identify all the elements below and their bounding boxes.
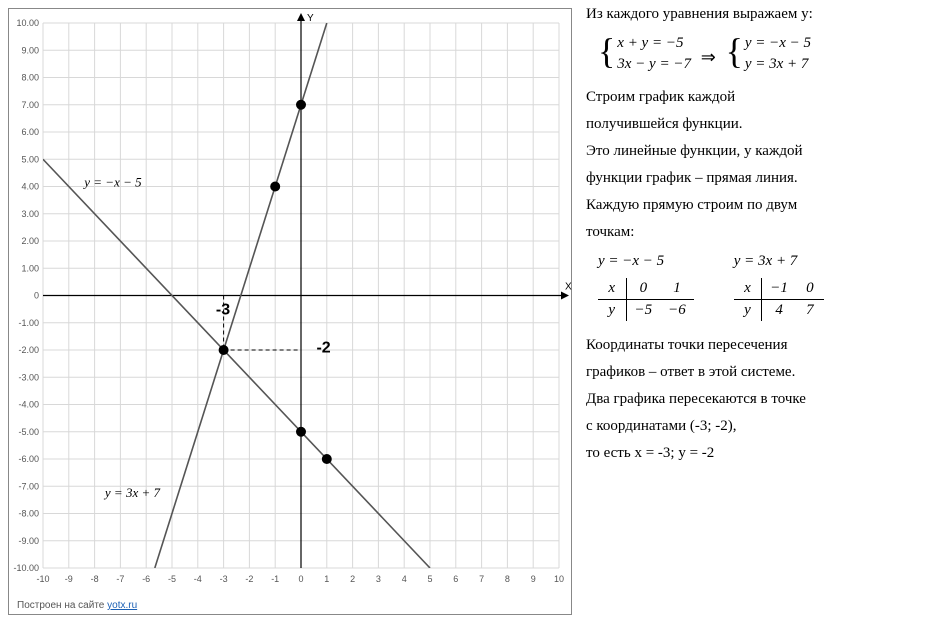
- svg-text:6.00: 6.00: [21, 127, 39, 137]
- svg-text:-5.00: -5.00: [18, 427, 39, 437]
- chart-svg: -10-9-8-7-6-5-4-3-2-1012345678910-10.00-…: [9, 9, 573, 594]
- svg-text:-2: -2: [245, 574, 253, 584]
- svg-text:4.00: 4.00: [21, 182, 39, 192]
- svg-text:-7: -7: [116, 574, 124, 584]
- svg-text:-3: -3: [216, 302, 230, 319]
- p2-l6: точкам:: [586, 222, 934, 243]
- svg-text:-6: -6: [142, 574, 150, 584]
- svg-text:-9: -9: [65, 574, 73, 584]
- svg-text:5.00: 5.00: [21, 154, 39, 164]
- svg-text:y = −x − 5: y = −x − 5: [82, 175, 142, 190]
- svg-text:3: 3: [376, 574, 381, 584]
- svg-text:-3.00: -3.00: [18, 372, 39, 382]
- chart-container: -10-9-8-7-6-5-4-3-2-1012345678910-10.00-…: [8, 8, 572, 615]
- svg-text:-1.00: -1.00: [18, 318, 39, 328]
- svg-text:3.00: 3.00: [21, 209, 39, 219]
- p3-l2: графиков – ответ в этой системе.: [586, 362, 934, 383]
- sys-left-2: 3x − y = −7: [617, 54, 691, 75]
- svg-text:7.00: 7.00: [21, 100, 39, 110]
- svg-text:0: 0: [298, 574, 303, 584]
- svg-text:-2.00: -2.00: [18, 345, 39, 355]
- svg-text:8.00: 8.00: [21, 73, 39, 83]
- explanation-text: Из каждого уравнения выражаем y: { x + y…: [580, 0, 944, 623]
- svg-text:-10.00: -10.00: [13, 563, 39, 573]
- svg-text:1.00: 1.00: [21, 263, 39, 273]
- p3-l4: с координатами (-3; -2),: [586, 416, 934, 437]
- p2-l4: функции график – прямая линия.: [586, 168, 934, 189]
- svg-text:-8.00: -8.00: [18, 509, 39, 519]
- chart-footer: Построен на сайте yotx.ru: [17, 600, 137, 611]
- sys-left-1: x + y = −5: [617, 33, 691, 54]
- svg-text:0: 0: [34, 291, 39, 301]
- svg-text:5: 5: [427, 574, 432, 584]
- svg-text:1: 1: [324, 574, 329, 584]
- chart-source-link[interactable]: yotx.ru: [107, 600, 137, 611]
- svg-text:9.00: 9.00: [21, 45, 39, 55]
- svg-text:7: 7: [479, 574, 484, 584]
- svg-text:2.00: 2.00: [21, 236, 39, 246]
- svg-text:10: 10: [554, 574, 564, 584]
- svg-text:9: 9: [531, 574, 536, 584]
- p2-l5: Каждую прямую строим по двум: [586, 195, 934, 216]
- sys-right-2: y = 3x + 7: [745, 54, 811, 75]
- svg-text:2: 2: [350, 574, 355, 584]
- p2-l2: получившейся функции.: [586, 114, 934, 135]
- svg-text:y = 3x + 7: y = 3x + 7: [103, 485, 161, 500]
- svg-text:-3: -3: [220, 574, 228, 584]
- sys-right-1: y = −x − 5: [745, 33, 811, 54]
- svg-text:-1: -1: [271, 574, 279, 584]
- svg-text:10.00: 10.00: [16, 18, 39, 28]
- p3-l3: Два графика пересекаются в точке: [586, 389, 934, 410]
- svg-text:6: 6: [453, 574, 458, 584]
- p2-l1: Строим график каждой: [586, 87, 934, 108]
- svg-text:-10: -10: [36, 574, 49, 584]
- p2-l3: Это линейные функции, у каждой: [586, 141, 934, 162]
- svg-text:-8: -8: [91, 574, 99, 584]
- intro-line: Из каждого уравнения выражаем y:: [586, 4, 934, 25]
- svg-text:-4: -4: [194, 574, 202, 584]
- p3-l1: Координаты точки пересечения: [586, 335, 934, 356]
- value-tables: y = −x − 5 x 0 1 y −5 −6 y = 3x + 7 x: [598, 251, 934, 321]
- svg-text:8: 8: [505, 574, 510, 584]
- value-table-1: y = −x − 5 x 0 1 y −5 −6: [598, 251, 694, 321]
- svg-text:Y: Y: [307, 13, 314, 24]
- svg-text:-9.00: -9.00: [18, 536, 39, 546]
- svg-text:-7.00: -7.00: [18, 481, 39, 491]
- svg-text:-5: -5: [168, 574, 176, 584]
- p3-l5: то есть x = -3; y = -2: [586, 443, 934, 464]
- svg-text:-2: -2: [316, 340, 330, 357]
- value-table-2: y = 3x + 7 x −1 0 y 4 7: [734, 251, 824, 321]
- svg-text:4: 4: [402, 574, 407, 584]
- svg-text:-6.00: -6.00: [18, 454, 39, 464]
- svg-text:-4.00: -4.00: [18, 400, 39, 410]
- implies-arrow: ⇒: [701, 47, 716, 67]
- system-equations: { x + y = −5 3x − y = −7 ⇒ { y = −x − 5 …: [598, 33, 934, 75]
- svg-text:X: X: [565, 282, 572, 293]
